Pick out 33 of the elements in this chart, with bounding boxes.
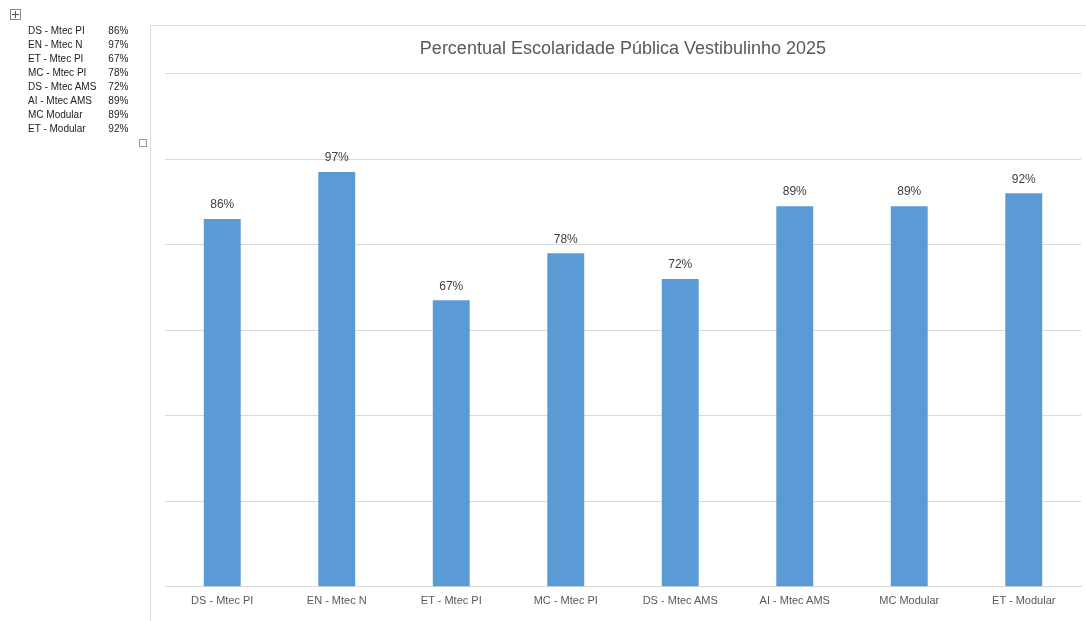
data-label: 92% xyxy=(1011,171,1037,186)
category-label: DS - Mtec AMS xyxy=(28,81,97,92)
x-tick-label: MC - Mtec PI xyxy=(533,594,598,607)
text: 78% xyxy=(108,67,129,78)
text: 86% xyxy=(108,25,129,36)
x-tick-label: AI - Mtec AMS xyxy=(759,594,830,607)
data-label: 89% xyxy=(897,184,922,199)
category-label: ET - Mtec PI xyxy=(28,53,84,64)
x-tick-label: MC Modular xyxy=(879,594,940,607)
data-label: 86% xyxy=(210,197,235,212)
data-label: 72% xyxy=(668,257,693,272)
data-label: 78% xyxy=(553,231,579,246)
text: 92% xyxy=(108,123,129,134)
category-label: MC - Mtec PI xyxy=(28,67,87,78)
x-tick-label: DS - Mtec PI xyxy=(191,594,254,607)
x-tick-label: ET - Modular xyxy=(992,594,1056,607)
category-label: DS - Mtec PI xyxy=(28,25,85,36)
category-label: AI - Mtec AMS xyxy=(28,95,92,106)
x-tick-label: ET - Mtec PI xyxy=(420,594,482,607)
text: 89% xyxy=(108,109,129,120)
text: 97% xyxy=(108,39,129,50)
x-tick-label: DS - Mtec AMS xyxy=(642,594,718,607)
category-label: EN - Mtec N xyxy=(28,39,83,50)
data-label: 89% xyxy=(782,184,808,199)
data-label: 67% xyxy=(439,278,464,293)
category-label: MC Modular xyxy=(28,109,83,120)
chart-title: Percentual Escolaridade Pública Vestibulinho 2025 xyxy=(419,37,827,58)
text: 89% xyxy=(108,95,129,106)
category-label: ET - Modular xyxy=(28,123,86,134)
x-tick-label: EN - Mtec N xyxy=(306,594,367,607)
text: 72% xyxy=(108,81,129,92)
data-label: 97% xyxy=(324,150,350,165)
text: 67% xyxy=(108,53,129,64)
